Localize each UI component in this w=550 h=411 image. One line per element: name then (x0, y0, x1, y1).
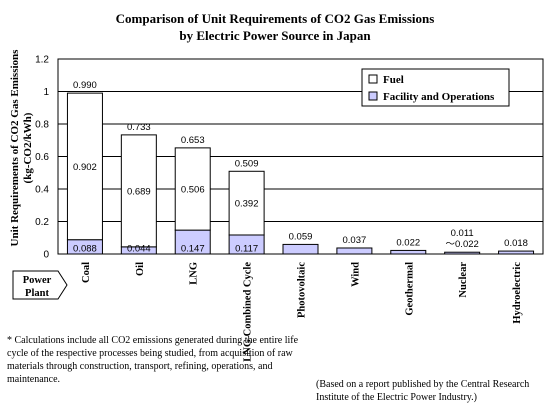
power-plant-label-line2: Plant (25, 288, 49, 299)
category-label: Photovoltaic (297, 262, 308, 318)
y-tick-label: 1.2 (35, 55, 49, 66)
category-label: Hydroelectric (512, 262, 523, 324)
total-value-label: 0.022 (396, 237, 420, 248)
total-value-label: 0.990 (73, 80, 97, 91)
chart-subtitle: by Electric Power Source in Japan (179, 28, 371, 43)
y-axis-label: Unit Requirements of CO2 Gas Emissions (9, 49, 21, 247)
footnote: * Calculations include all CO2 emissions… (7, 335, 299, 385)
segment-value-label: 0.117 (235, 244, 258, 255)
total-value-label: 0.509 (235, 158, 259, 169)
bar-fuel-lng (174, 147, 211, 231)
legend-label-facility: Facility and Operations (383, 91, 495, 103)
y-tick-label: 1 (43, 87, 49, 98)
y-axis-unit: (kg-CO2/kWh) (22, 112, 34, 183)
category-label: Wind (350, 262, 361, 287)
value-labels: 0.088 0.902 0.990 0.044 0.689 0.733 0.147 0.506… (73, 80, 528, 254)
bar-facility-geothermal (390, 249, 427, 255)
category-label: Coal (81, 262, 92, 283)
legend-box (361, 68, 510, 107)
total-value-label: 0.011 (451, 228, 474, 239)
bar-facility-photovoltaic (282, 243, 319, 255)
power-plant-arrow (12, 270, 68, 300)
bar-facility-hydroelectric (498, 250, 535, 255)
bar-fuel-coal (66, 92, 103, 241)
category-label: Nuclear (458, 262, 469, 298)
segment-value-label: 0.044 (127, 244, 151, 255)
y-tick-label: 0.4 (35, 185, 49, 196)
segment-value-label: 0.689 (127, 186, 151, 197)
category-label: LNG (189, 262, 200, 285)
total-value-label: 0.037 (342, 235, 366, 246)
category-labels: Coal Oil LNG LNG Combined Cycle Photovoltaic… (81, 262, 523, 362)
total-value-label: 0.018 (504, 238, 528, 249)
segment-value-label: 0.902 (73, 162, 97, 173)
legend-label-fuel: Fuel (383, 74, 404, 86)
legend-swatch-fuel (368, 74, 378, 84)
y-tick-label: 0 (43, 250, 49, 261)
segment-value-label: 0.506 (181, 185, 205, 196)
category-label: Geothermal (404, 262, 415, 316)
chart-title: Comparison of Unit Requirements of CO2 G… (116, 11, 435, 26)
legend: Fuel Facility and Operations (361, 68, 510, 107)
bar-facility-nuclear (444, 251, 481, 255)
category-label: Oil (135, 262, 146, 276)
power-plant-label-line1: Power (23, 275, 52, 286)
category-label: LNG Combined Cycle (243, 262, 254, 362)
bar-fuel-lng-combined-cycle (228, 170, 265, 236)
total-value-label: ～0.022 (446, 239, 479, 250)
bar-fuel-oil (120, 134, 157, 248)
total-value-label: 0.733 (127, 122, 151, 133)
y-tick-label: 0.6 (35, 152, 49, 163)
total-value-label: 0.059 (289, 231, 313, 242)
y-tick-labels: 0 0.2 0.4 0.6 0.8 1 1.2 (35, 55, 49, 261)
segment-value-label: 0.088 (73, 244, 97, 255)
power-plant-axis-label: Power Plant (12, 270, 68, 300)
y-tick-label: 0.8 (35, 120, 49, 131)
segment-value-label: 0.147 (181, 244, 205, 255)
segment-value-label: 0.392 (235, 199, 259, 210)
total-value-label: 0.653 (181, 135, 205, 146)
y-tick-label: 0.2 (35, 217, 49, 228)
bar-facility-wind (336, 247, 373, 255)
source-note: (Based on a report published by the Cent… (316, 379, 530, 403)
legend-swatch-facility (368, 91, 378, 101)
bars (66, 92, 535, 255)
